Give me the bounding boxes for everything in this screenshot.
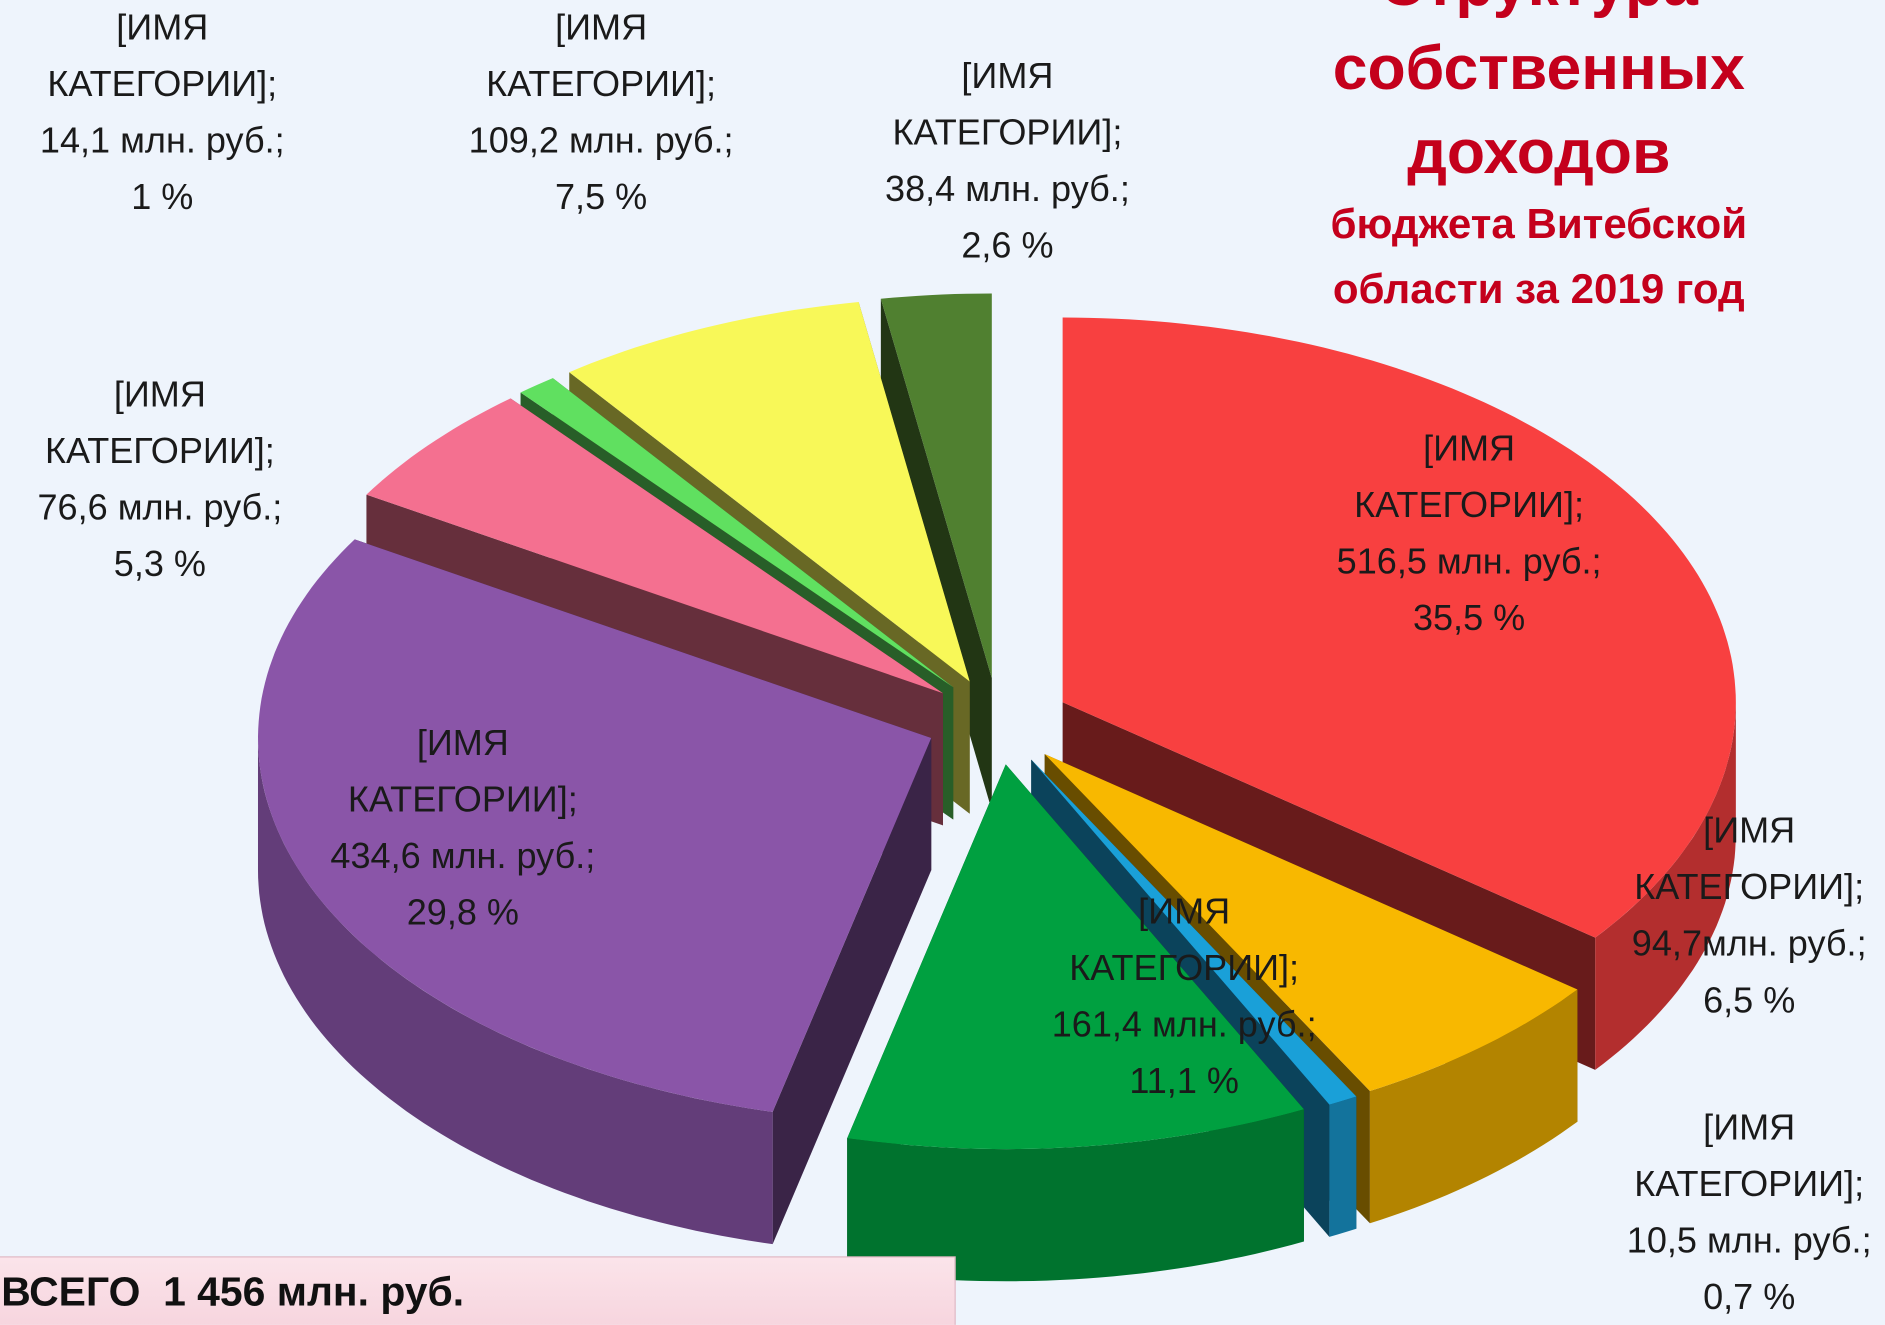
data-label: [ИМЯ КАТЕГОРИИ]; 14,1 млн. руб.; 1 % [40, 0, 285, 226]
label-val: 516,5 млн. руб.; [1336, 542, 1602, 582]
slice [366, 398, 944, 694]
label-val: 161,4 млн. руб.; [1051, 1005, 1317, 1045]
label-pct: 5,3 % [113, 544, 206, 585]
slice [569, 301, 970, 682]
label-cat: [ИМЯ КАТЕГОРИИ]; [1634, 1108, 1865, 1205]
label-cat: [ИМЯ КАТЕГОРИИ]; [47, 8, 278, 105]
label-cat: [ИМЯ КАТЕГОРИИ]; [892, 56, 1123, 153]
total-box: ВСЕГО 1 456 млн. руб. [0, 1256, 956, 1325]
label-val: 10,5 млн. руб.; [1626, 1221, 1872, 1262]
label-pct: 35,5 % [1412, 598, 1526, 639]
data-label: [ИМЯ КАТЕГОРИИ]; 10,5 млн. руб.; 0,7 % [1627, 1100, 1872, 1325]
slice [880, 293, 992, 679]
slice [847, 764, 1304, 1150]
label-val: 76,6 млн. руб.; [37, 488, 283, 528]
label-val: 14,1 млн. руб.; [39, 121, 285, 162]
label-pct: 1 % [131, 177, 194, 218]
data-label: [ИМЯ КАТЕГОРИИ]; 109,2 млн. руб.; 7,5 % [469, 0, 734, 226]
data-label: [ИМЯ КАТЕГОРИИ]; 76,6 млн. руб.; 5,3 % [37, 367, 282, 593]
slice [1062, 317, 1736, 938]
label-val: 94,7млн. руб.; [1631, 924, 1867, 965]
slice-rim [257, 738, 773, 1245]
label-pct: 7,5 % [554, 177, 648, 218]
slice-rim [1329, 1096, 1357, 1237]
label-val: 38,4 млн. руб.; [885, 169, 1130, 210]
label-cat: [ИМЯ КАТЕГОРИИ]; [1354, 429, 1585, 526]
chart-subtitle: бюджета Витебской области за 2019 год [1330, 200, 1748, 313]
slice [520, 378, 954, 688]
label-pct: 29,8 % [406, 893, 519, 933]
slice [1044, 754, 1578, 1091]
label-cat: [ИМЯ КАТЕГОРИИ]; [44, 375, 275, 472]
label-pct: 2,6 % [961, 226, 1054, 266]
data-label: [ИМЯ КАТЕГОРИИ]; 38,4 млн. руб.; 2,6 % [885, 48, 1130, 274]
chart-title: Структура собственных доходов [1332, 0, 1745, 188]
data-label: [ИМЯ КАТЕГОРИИ]; 516,5 млн. руб.; 35,5 % [1337, 421, 1602, 647]
slice-rim [1369, 989, 1578, 1224]
data-label: [ИМЯ КАТЕГОРИИ]; 434,6 млн. руб.; 29,8 % [330, 715, 595, 941]
label-pct: 11,1 % [1129, 1061, 1239, 1102]
slice-side [772, 738, 932, 1245]
slice-rim [847, 1109, 1304, 1282]
label-cat: [ИМЯ КАТЕГОРИИ]; [1069, 892, 1300, 989]
data-label: [ИМЯ КАТЕГОРИИ]; 161,4 млн. руб.; 11,1 % [1052, 884, 1317, 1110]
slice-rim [1595, 702, 1736, 1070]
slice [1031, 759, 1357, 1105]
label-val: 109,2 млн. руб.; [468, 121, 734, 162]
label-pct: 0,7 % [1703, 1277, 1796, 1318]
data-label: [ИМЯ КАТЕГОРИИ]; 94,7млн. руб.; 6,5 % [1632, 803, 1867, 1029]
label-cat: [ИМЯ КАТЕГОРИИ]; [1634, 811, 1865, 908]
slice [257, 539, 932, 1112]
label-cat: [ИМЯ КАТЕГОРИИ]; [347, 723, 578, 820]
label-val: 434,6 млн. руб.; [330, 836, 596, 877]
label-cat: [ИМЯ КАТЕГОРИИ]; [486, 8, 717, 105]
label-pct: 6,5 % [1703, 980, 1796, 1021]
